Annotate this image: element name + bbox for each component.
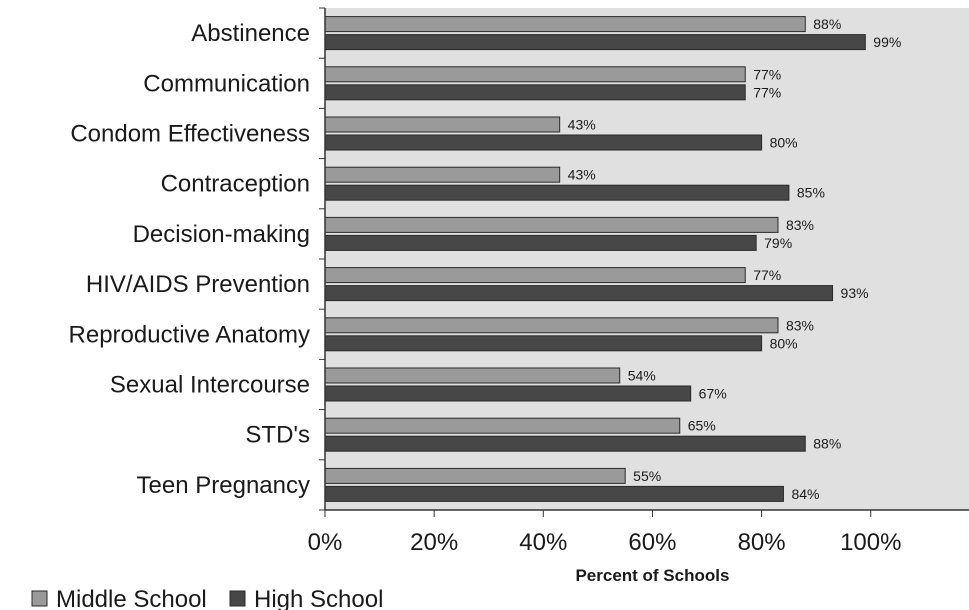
category-label-2: Condom Effectiveness bbox=[70, 121, 310, 148]
high-school-bar-3 bbox=[324, 184, 790, 201]
high-school-value-label-5: 93% bbox=[841, 285, 869, 301]
middle-school-bar-7 bbox=[324, 367, 621, 384]
category-label-8: STD's bbox=[245, 422, 310, 449]
middle-school-value-label-7: 54% bbox=[628, 368, 656, 384]
middle-school-bar-5 bbox=[324, 267, 746, 284]
middle-school-value-label-0: 88% bbox=[813, 16, 841, 32]
high-school-bar-7 bbox=[324, 385, 692, 402]
middle-school-value-label-6: 83% bbox=[786, 317, 814, 333]
high-school-bar-9 bbox=[324, 485, 784, 502]
category-label-7: Sexual Intercourse bbox=[110, 372, 310, 399]
middle-school-bar-6 bbox=[324, 317, 779, 334]
x-axis-title: Percent of Schools bbox=[575, 566, 729, 585]
middle-school-bar-2 bbox=[324, 116, 561, 133]
middle-school-legend-swatch bbox=[31, 590, 48, 607]
data-labels-layer: 88% 99% 77% 77% 43% 80% 43% 85% 83% 79% 77% 93% 83% 8… bbox=[568, 16, 902, 502]
high-school-bar-1 bbox=[324, 84, 746, 101]
x-tick-label-3: 60% bbox=[628, 529, 676, 556]
category-label-5: HIV/AIDS Prevention bbox=[86, 271, 310, 298]
axes-layer: Abstinence Communication Condom Effectiven… bbox=[69, 7, 969, 556]
category-label-1: Communication bbox=[143, 70, 310, 97]
high-school-bar-6 bbox=[324, 335, 763, 352]
high-school-legend-swatch bbox=[229, 590, 246, 607]
high-school-bar-2 bbox=[324, 134, 763, 151]
high-school-value-label-1: 77% bbox=[753, 84, 781, 100]
middle-school-value-label-1: 77% bbox=[753, 66, 781, 82]
high-school-value-label-8: 88% bbox=[813, 436, 841, 452]
high-school-value-label-0: 99% bbox=[873, 34, 901, 50]
high-school-bar-4 bbox=[324, 234, 757, 251]
high-school-legend-label: High School bbox=[254, 586, 383, 610]
high-school-value-label-4: 79% bbox=[764, 235, 792, 251]
x-tick-label-2: 40% bbox=[519, 529, 567, 556]
middle-school-value-label-5: 77% bbox=[753, 267, 781, 283]
middle-school-value-label-3: 43% bbox=[568, 167, 596, 183]
middle-school-value-label-2: 43% bbox=[568, 117, 596, 133]
category-label-0: Abstinence bbox=[191, 20, 310, 47]
high-school-bar-5 bbox=[324, 285, 834, 302]
category-label-4: Decision-making bbox=[133, 221, 310, 248]
x-tick-label-0: 0% bbox=[308, 529, 343, 556]
middle-school-legend-label: Middle School bbox=[56, 586, 207, 610]
middle-school-bar-1 bbox=[324, 66, 746, 83]
category-label-6: Reproductive Anatomy bbox=[69, 321, 310, 348]
middle-school-bar-4 bbox=[324, 216, 779, 233]
legend: Middle School High School bbox=[31, 586, 383, 610]
middle-school-value-label-8: 65% bbox=[688, 418, 716, 434]
plot-area bbox=[325, 8, 969, 510]
high-school-value-label-7: 67% bbox=[699, 386, 727, 402]
middle-school-value-label-9: 55% bbox=[633, 468, 661, 484]
high-school-value-label-2: 80% bbox=[770, 135, 798, 151]
middle-school-bar-8 bbox=[324, 417, 681, 434]
middle-school-bar-3 bbox=[324, 166, 561, 183]
category-label-9: Teen Pregnancy bbox=[137, 472, 310, 499]
middle-school-value-label-4: 83% bbox=[786, 217, 814, 233]
high-school-value-label-6: 80% bbox=[770, 335, 798, 351]
middle-school-bar-0 bbox=[324, 16, 806, 33]
high-school-bar-8 bbox=[324, 435, 806, 452]
high-school-bar-0 bbox=[324, 34, 866, 51]
x-tick-label-1: 20% bbox=[410, 529, 458, 556]
x-tick-label-4: 80% bbox=[738, 529, 786, 556]
x-tick-label-5: 100% bbox=[840, 529, 901, 556]
high-school-value-label-3: 85% bbox=[797, 185, 825, 201]
category-label-3: Contraception bbox=[161, 171, 310, 198]
middle-school-bar-9 bbox=[324, 467, 626, 484]
high-school-value-label-9: 84% bbox=[791, 486, 819, 502]
